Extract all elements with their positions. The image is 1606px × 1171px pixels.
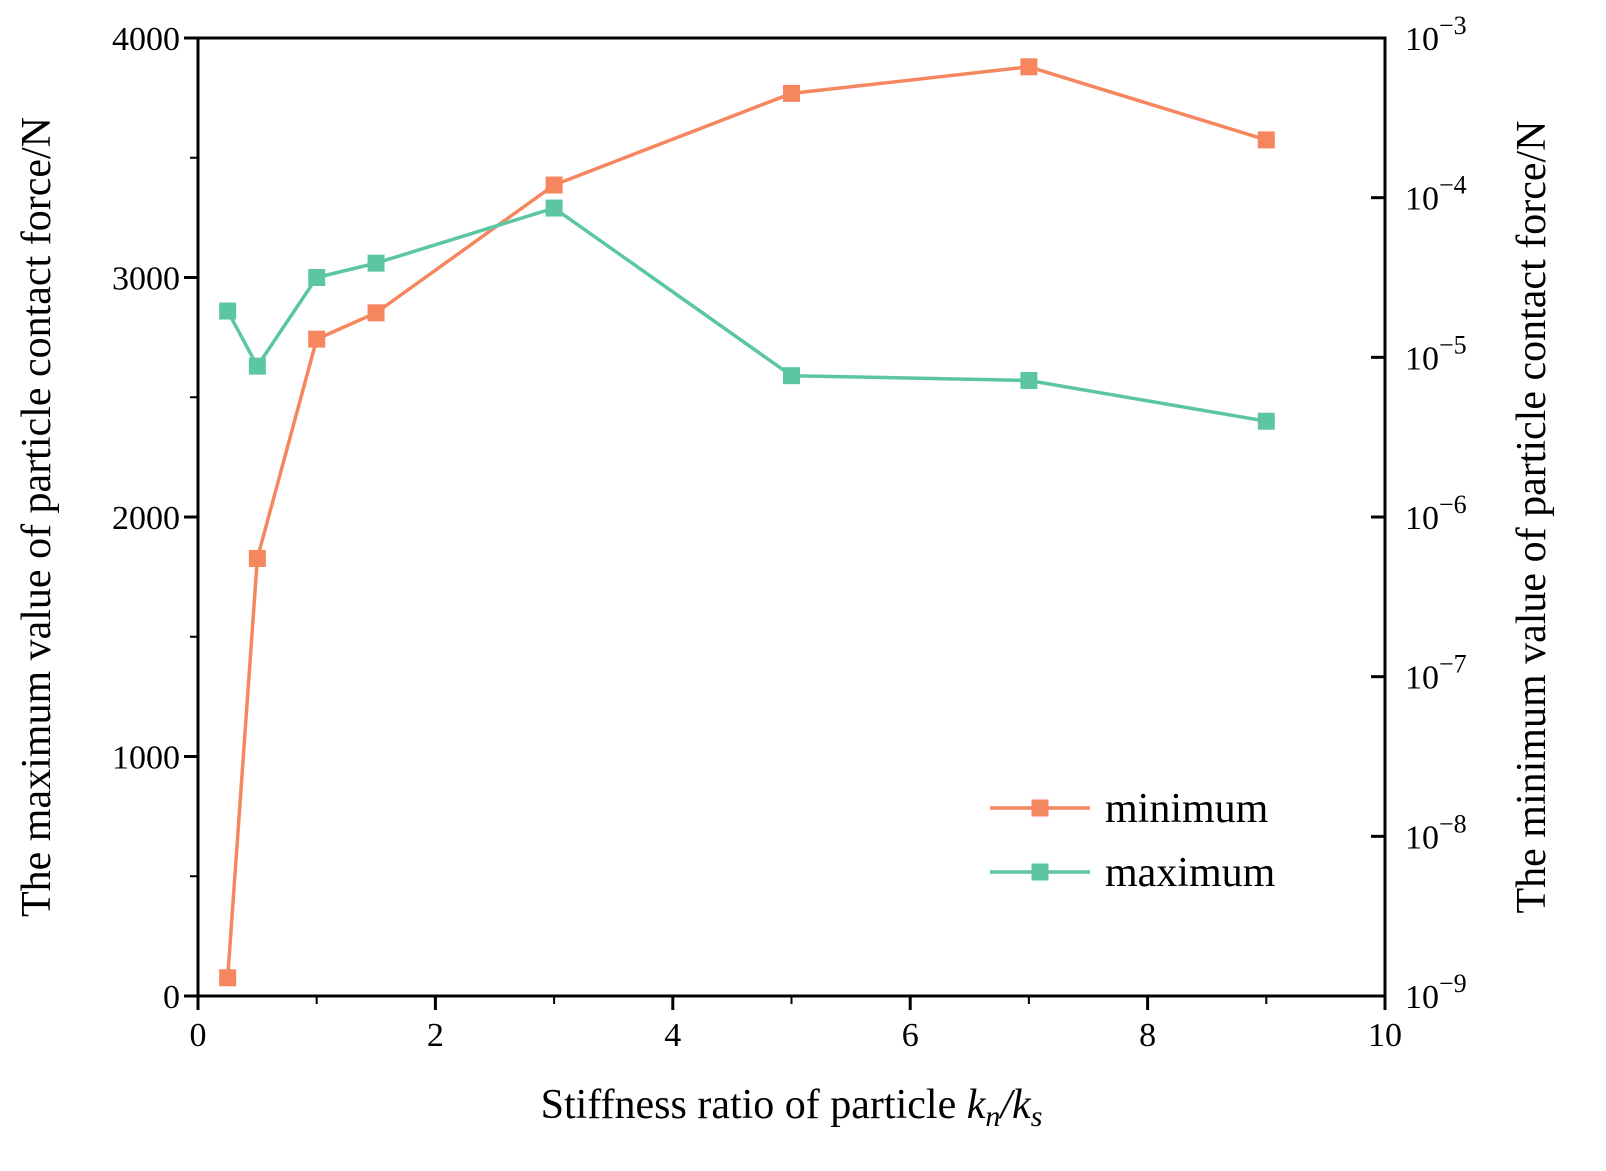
y-left-tick-label: 4000	[112, 21, 180, 58]
y-right-tick-base: 10	[1405, 819, 1439, 856]
y-left-tick-label: 1000	[112, 740, 180, 777]
x-axis-title-k1: k	[967, 1082, 987, 1128]
y-right-tick-base: 10	[1405, 340, 1439, 377]
y-right-tick-exponent: −8	[1439, 809, 1467, 838]
data-point-minimum	[1020, 58, 1038, 76]
x-axis-title-prefix: Stiffness ratio of particle	[541, 1082, 967, 1128]
x-axis-title-sub1: n	[985, 1100, 1000, 1133]
series-layer	[219, 58, 1275, 987]
plot-frame	[196, 36, 1387, 998]
data-point-maximum	[367, 254, 385, 272]
x-tick-label: 2	[427, 1017, 444, 1054]
x-tick-label: 6	[902, 1017, 919, 1054]
y-right-tick-label: 10−9	[1405, 969, 1467, 1016]
y-right-tick-base: 10	[1405, 660, 1439, 697]
data-point-minimum	[545, 176, 563, 194]
y-left-tick-label: 2000	[112, 500, 180, 537]
y-right-tick-label: 10−6	[1405, 490, 1467, 537]
data-point-maximum	[219, 302, 237, 320]
y-right-tick-exponent: −3	[1439, 11, 1467, 40]
y-right-tick-base: 10	[1405, 979, 1439, 1016]
y-right-tick-label: 10−7	[1405, 650, 1467, 697]
y-right-tick-label: 10−3	[1405, 11, 1467, 58]
y-right-tick-label: 10−4	[1405, 171, 1467, 218]
data-point-maximum	[545, 199, 563, 217]
y-right-tick-base: 10	[1405, 500, 1439, 537]
data-point-minimum	[367, 304, 385, 322]
x-tick-label: 10	[1368, 1017, 1402, 1054]
y-right-tick-exponent: −4	[1439, 171, 1467, 200]
y-right-tick-label: 10−8	[1405, 809, 1467, 856]
x-axis-title: Stiffness ratio of particle kn/ks	[541, 1082, 1043, 1133]
series-line-minimum	[225, 65, 1267, 978]
series-line-maximum	[226, 206, 1267, 423]
labels-layer: 0 2 4 6 8 100100020003000400010−910−810−710−6…	[112, 11, 1467, 1054]
y-right-tick-exponent: −7	[1439, 650, 1467, 679]
y-left-axis-title: The maximum value of particle contact fo…	[14, 117, 60, 917]
x-tick-label: 4	[664, 1017, 681, 1054]
legend-label-maximum: maximum	[1105, 850, 1276, 896]
data-point-minimum	[219, 969, 237, 987]
x-axis-title-slash: /	[998, 1082, 1015, 1128]
y-right-tick-exponent: −9	[1439, 969, 1467, 998]
y-right-tick-exponent: −5	[1439, 330, 1467, 359]
x-axis-title-k2: k	[1012, 1082, 1032, 1128]
legend-marker-maximum	[1031, 863, 1049, 881]
y-right-tick-base: 10	[1405, 181, 1439, 218]
legend-marker-minimum	[1031, 799, 1049, 817]
ticks-layer	[184, 36, 1387, 1010]
data-point-maximum	[308, 269, 326, 286]
x-tick-label: 8	[1139, 1017, 1156, 1054]
data-point-maximum	[1257, 412, 1275, 430]
y-right-tick-exponent: −6	[1439, 490, 1467, 519]
data-point-minimum	[783, 84, 800, 102]
data-point-minimum	[248, 549, 266, 567]
y-right-tick-label: 10−5	[1405, 330, 1467, 377]
legend: minimum maximum	[990, 786, 1276, 896]
data-point-maximum	[1020, 371, 1038, 389]
x-axis-title-sub2: s	[1031, 1100, 1043, 1133]
x-tick-label: 0	[190, 1017, 207, 1054]
data-point-maximum	[783, 367, 800, 385]
data-point-minimum	[308, 330, 326, 348]
y-right-axis-title: The minimum value of particle contact fo…	[1509, 120, 1555, 913]
y-right-tick-base: 10	[1405, 21, 1439, 58]
y-left-tick-label: 0	[163, 979, 180, 1016]
legend-label-minimum: minimum	[1105, 786, 1269, 832]
data-point-minimum	[1257, 131, 1275, 149]
y-left-tick-label: 3000	[112, 261, 180, 298]
data-point-maximum	[248, 357, 266, 375]
